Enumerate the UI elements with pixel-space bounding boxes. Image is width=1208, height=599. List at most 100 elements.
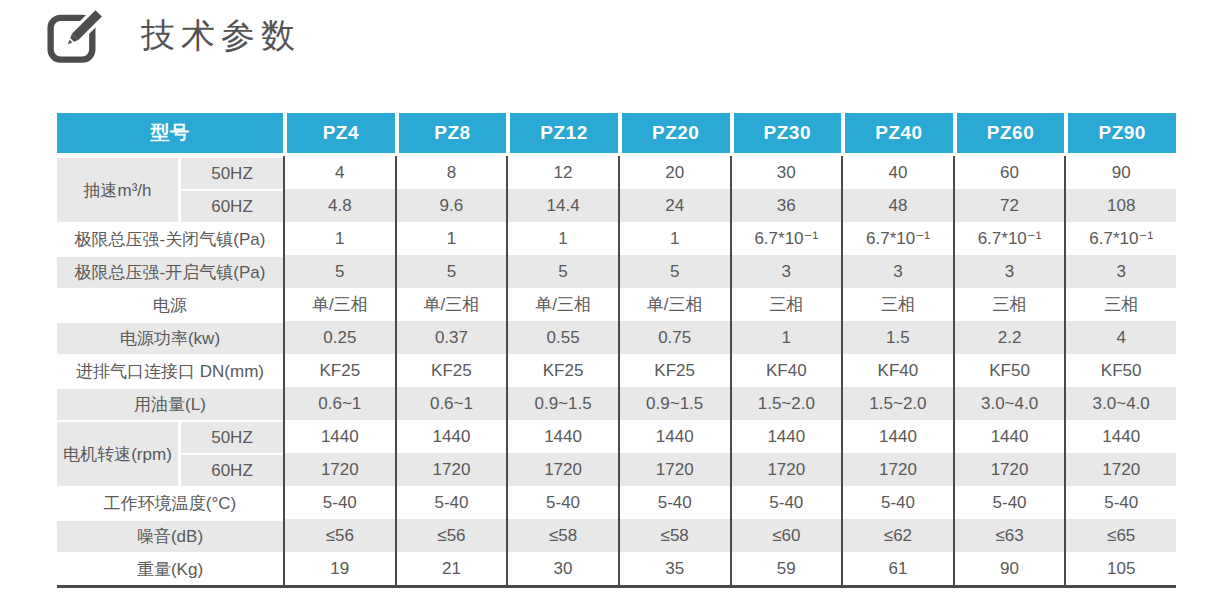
cell: 2.2 (953, 321, 1065, 354)
cell: 6.7*10⁻¹ (730, 222, 842, 255)
cell: 单/三相 (506, 288, 618, 321)
cell: ≤62 (841, 519, 953, 552)
cell: ≤63 (953, 519, 1065, 552)
page-title: 技术参数 (141, 13, 301, 59)
row-label-noise: 噪音(dB) (57, 519, 283, 552)
cell: 单/三相 (395, 288, 507, 321)
cell: 1.5 (841, 321, 953, 354)
cell: 5-40 (730, 486, 842, 519)
cell: 1 (283, 222, 395, 255)
cell: 5 (618, 255, 730, 288)
cell: 6.7*10⁻¹ (841, 222, 953, 255)
cell: 105 (1064, 552, 1176, 585)
cell: 30 (730, 156, 842, 189)
cell: 90 (953, 552, 1065, 585)
cell: 3 (953, 255, 1065, 288)
cell: KF25 (618, 354, 730, 387)
cell: 1720 (730, 453, 842, 486)
cell: 8 (395, 156, 507, 189)
cell: 0.37 (395, 321, 507, 354)
cell: KF50 (1064, 354, 1176, 387)
cell: KF40 (730, 354, 842, 387)
row-weight: 重量(Kg) 19 21 30 35 59 61 90 105 (57, 552, 1176, 585)
cell: 1720 (953, 453, 1065, 486)
cell: 3 (841, 255, 953, 288)
cell: 1 (730, 321, 842, 354)
header-model-pz20: PZ20 (618, 113, 730, 156)
row-pumping-speed-60hz: 60HZ 4.8 9.6 14.4 24 36 48 72 108 (57, 189, 1176, 222)
cell: KF50 (953, 354, 1065, 387)
row-motor-power: 电源功率(kw) 0.25 0.37 0.55 0.75 1 1.5 2.2 4 (57, 321, 1176, 354)
row-noise: 噪音(dB) ≤56 ≤56 ≤58 ≤58 ≤60 ≤62 ≤63 ≤65 (57, 519, 1176, 552)
cell: 三相 (841, 288, 953, 321)
row-power-supply: 电源 单/三相 单/三相 单/三相 单/三相 三相 三相 三相 三相 (57, 288, 1176, 321)
header-model-pz30: PZ30 (730, 113, 842, 156)
row-label-inlet-connection: 进排气口连接口 DN(mm) (57, 354, 283, 387)
row-label-motor-power: 电源功率(kw) (57, 321, 283, 354)
row-label-weight: 重量(Kg) (57, 552, 283, 585)
header-model-pz90: PZ90 (1064, 113, 1176, 156)
row-label-ultimate-pressure-open: 极限总压强-开启气镇(Pa) (57, 255, 283, 288)
cell: 1440 (1064, 420, 1176, 453)
cell: 1720 (841, 453, 953, 486)
cell: 90 (1064, 156, 1176, 189)
cell: 6.7*10⁻¹ (1064, 222, 1176, 255)
cell: KF40 (841, 354, 953, 387)
cell: 5-40 (1064, 486, 1176, 519)
cell: 5 (506, 255, 618, 288)
cell: ≤58 (618, 519, 730, 552)
cell: KF25 (506, 354, 618, 387)
cell: 3.0~4.0 (953, 387, 1065, 420)
cell: 3.0~4.0 (1064, 387, 1176, 420)
cell: 108 (1064, 189, 1176, 222)
cell: 1720 (506, 453, 618, 486)
cell: 1440 (953, 420, 1065, 453)
cell: 3 (1064, 255, 1176, 288)
cell: KF25 (395, 354, 507, 387)
sub-label-50hz: 50HZ (178, 420, 283, 453)
header-model-pz12: PZ12 (506, 113, 618, 156)
cell: 6.7*10⁻¹ (953, 222, 1065, 255)
row-label-power-supply: 电源 (57, 288, 283, 321)
row-label-pumping-speed: 抽速m³/h (57, 156, 178, 222)
row-oil-capacity: 用油量(L) 0.6~1 0.6~1 0.9~1.5 0.9~1.5 1.5~2… (57, 387, 1176, 420)
cell: 35 (618, 552, 730, 585)
row-label-oil-capacity: 用油量(L) (57, 387, 283, 420)
cell: 5 (395, 255, 507, 288)
cell: 1440 (283, 420, 395, 453)
table-header-row: 型号 PZ4 PZ8 PZ12 PZ20 PZ30 PZ40 PZ60 PZ90 (57, 113, 1176, 156)
cell: 三相 (1064, 288, 1176, 321)
cell: 1720 (1064, 453, 1176, 486)
cell: 1 (618, 222, 730, 255)
cell: 单/三相 (618, 288, 730, 321)
cell: ≤56 (283, 519, 395, 552)
cell: 0.6~1 (395, 387, 507, 420)
header-model-pz40: PZ40 (841, 113, 953, 156)
row-label-ambient-temperature: 工作环境温度(°C) (57, 486, 283, 519)
header-model-pz4: PZ4 (283, 113, 395, 156)
cell: 59 (730, 552, 842, 585)
cell: 24 (618, 189, 730, 222)
row-pumping-speed-50hz: 抽速m³/h 50HZ 4 8 12 20 30 40 60 90 (57, 156, 1176, 189)
row-label-ultimate-pressure-closed: 极限总压强-关闭气镇(Pa) (57, 222, 283, 255)
cell: 三相 (953, 288, 1065, 321)
cell: 单/三相 (283, 288, 395, 321)
cell: ≤58 (506, 519, 618, 552)
cell: 48 (841, 189, 953, 222)
sub-label-60hz: 60HZ (178, 453, 283, 486)
cell: KF25 (283, 354, 395, 387)
cell: 36 (730, 189, 842, 222)
cell: 40 (841, 156, 953, 189)
row-ambient-temperature: 工作环境温度(°C) 5-40 5-40 5-40 5-40 5-40 5-40… (57, 486, 1176, 519)
cell: 4 (1064, 321, 1176, 354)
cell: 1440 (395, 420, 507, 453)
row-ultimate-pressure-closed: 极限总压强-关闭气镇(Pa) 1 1 1 1 6.7*10⁻¹ 6.7*10⁻¹… (57, 222, 1176, 255)
cell: 1 (506, 222, 618, 255)
header-model-pz8: PZ8 (395, 113, 507, 156)
cell: 30 (506, 552, 618, 585)
cell: 3 (730, 255, 842, 288)
cell: 5-40 (283, 486, 395, 519)
cell: 1.5~2.0 (730, 387, 842, 420)
cell: ≤60 (730, 519, 842, 552)
cell: 1440 (618, 420, 730, 453)
